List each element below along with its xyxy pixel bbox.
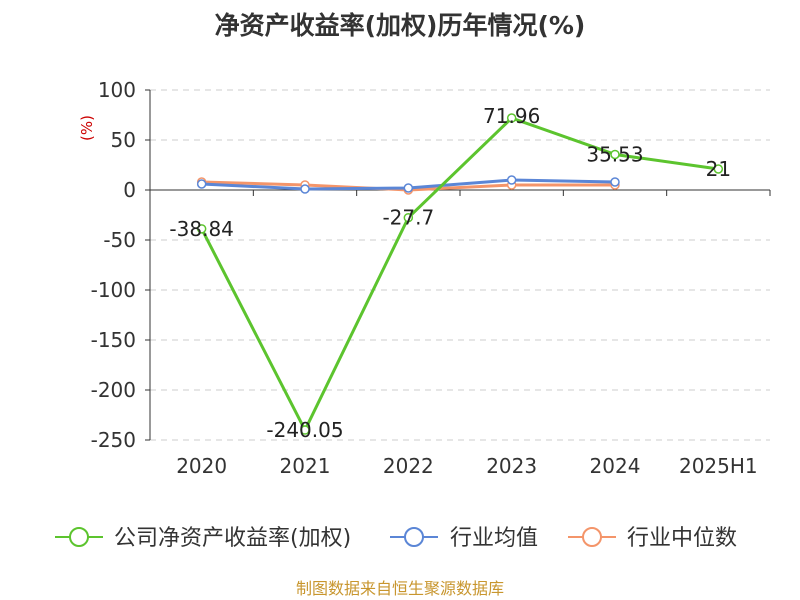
data-point-1 [610, 177, 620, 187]
data-point-0 [196, 224, 207, 234]
data-label: 21 [706, 157, 731, 181]
x-tick-label: 2020 [176, 454, 227, 478]
data-label: -27.7 [382, 206, 434, 230]
data-point-1 [506, 175, 517, 185]
y-tick-label: -200 [91, 378, 136, 402]
y-tick-label: 0 [123, 178, 136, 202]
axes: 100 50 0 -50 -100 -150 -200 -250 2020 2021 2022 202… [91, 78, 771, 478]
chart-title: 净资产收益率(加权)历年情况(%) [215, 11, 586, 40]
legend[interactable]: 公司净资产收益率(加权) 行业均值 行业中位数 [55, 526, 737, 551]
legend-label: 行业中位数 [627, 526, 737, 551]
y-tick-label: 50 [111, 128, 136, 152]
source-note: 制图数据来自恒生聚源数据库 [296, 579, 504, 598]
data-label: -240.05 [266, 418, 343, 442]
legend-swatch-marker [69, 527, 89, 547]
data-point-1 [403, 183, 414, 193]
data-point-0 [403, 212, 414, 223]
legend-swatch-marker [404, 527, 424, 547]
x-tick-label: 2023 [486, 454, 537, 478]
data-point-1 [300, 184, 310, 194]
legend-item-1[interactable]: 行业均值 [390, 526, 538, 551]
legend-label: 行业均值 [450, 526, 538, 551]
x-tick-label: 2024 [590, 454, 641, 478]
y-tick-label: -50 [103, 228, 136, 252]
y-tick-label: -150 [91, 328, 136, 352]
data-point-1 [196, 179, 207, 189]
y-tick-label: -250 [91, 428, 136, 452]
x-tick-label: 2025H1 [679, 454, 758, 478]
legend-item-2[interactable]: 行业中位数 [568, 526, 737, 551]
y-axis-label: (%) [78, 115, 96, 141]
data-label: 71.96 [483, 104, 540, 128]
data-point-0 [300, 425, 310, 435]
data-labels: -38.84 -240.05 -27.7 71.96 35.53 21 [169, 104, 731, 442]
legend-label: 公司净资产收益率(加权) [114, 526, 351, 551]
x-tick-label: 2022 [383, 454, 434, 478]
legend-swatch-marker [582, 527, 602, 547]
y-tick-label: 100 [98, 78, 136, 102]
data-point-0 [506, 113, 517, 123]
x-tick-label: 2021 [280, 454, 331, 478]
data-label: 35.53 [586, 142, 643, 166]
series-line-0 [200, 116, 719, 432]
data-label: -38.84 [169, 217, 233, 241]
grid [150, 89, 770, 441]
data-point-0 [610, 149, 620, 160]
y-tick-label: -100 [91, 278, 136, 302]
series-group [196, 113, 724, 435]
data-point-0 [713, 164, 724, 174]
legend-item-0[interactable]: 公司净资产收益率(加权) [55, 526, 351, 551]
